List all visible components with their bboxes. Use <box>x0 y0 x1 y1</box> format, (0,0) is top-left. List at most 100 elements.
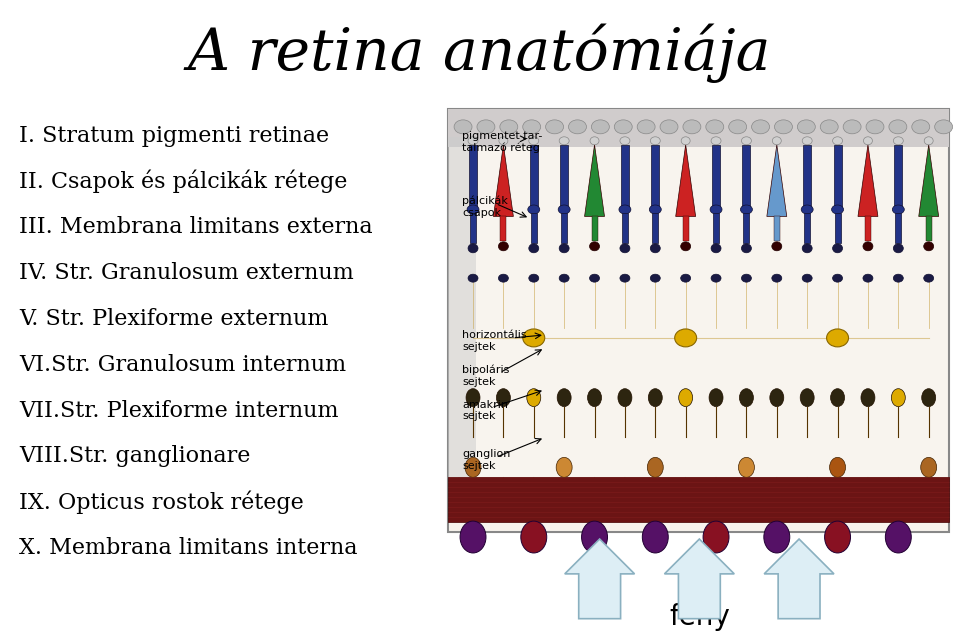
Ellipse shape <box>650 244 661 252</box>
Bar <box>530 214 537 244</box>
Ellipse shape <box>924 242 934 251</box>
Polygon shape <box>494 145 513 216</box>
Bar <box>895 145 902 209</box>
Ellipse shape <box>521 521 547 553</box>
Ellipse shape <box>528 274 539 282</box>
Ellipse shape <box>800 389 814 406</box>
Ellipse shape <box>465 457 481 477</box>
Ellipse shape <box>703 521 729 553</box>
Ellipse shape <box>477 120 495 134</box>
Ellipse shape <box>830 389 845 406</box>
Ellipse shape <box>528 137 539 145</box>
Ellipse shape <box>772 274 782 282</box>
Text: IX. Opticus rostok rétege: IX. Opticus rostok rétege <box>19 490 304 514</box>
Ellipse shape <box>558 205 571 214</box>
Polygon shape <box>676 145 695 216</box>
Ellipse shape <box>460 521 486 553</box>
Bar <box>743 214 749 244</box>
Ellipse shape <box>588 389 601 406</box>
Ellipse shape <box>843 120 861 134</box>
Ellipse shape <box>528 244 539 252</box>
Ellipse shape <box>559 244 569 252</box>
Ellipse shape <box>711 244 721 252</box>
Ellipse shape <box>820 120 838 134</box>
Bar <box>448 477 948 522</box>
Ellipse shape <box>935 120 952 134</box>
Polygon shape <box>665 539 735 619</box>
Ellipse shape <box>832 137 843 145</box>
Ellipse shape <box>527 205 540 214</box>
Text: VI.Str. Granulosum internum: VI.Str. Granulosum internum <box>19 354 346 376</box>
Ellipse shape <box>468 274 478 282</box>
Ellipse shape <box>546 120 564 134</box>
Text: X. Membrana limitans interna: X. Membrana limitans interna <box>19 537 358 559</box>
Ellipse shape <box>497 389 510 406</box>
Ellipse shape <box>620 274 630 282</box>
Text: III. Membrana limitans externa: III. Membrana limitans externa <box>19 216 373 238</box>
Ellipse shape <box>681 274 690 282</box>
Ellipse shape <box>797 120 815 134</box>
Bar <box>458 477 939 517</box>
Text: horizontális
sejtek: horizontális sejtek <box>462 330 526 352</box>
Ellipse shape <box>559 137 569 145</box>
Ellipse shape <box>894 137 903 145</box>
Ellipse shape <box>891 389 905 406</box>
Ellipse shape <box>741 137 752 145</box>
Ellipse shape <box>590 274 599 282</box>
Ellipse shape <box>523 329 545 347</box>
Bar <box>713 145 720 209</box>
Ellipse shape <box>739 389 754 406</box>
Ellipse shape <box>889 120 907 134</box>
Ellipse shape <box>559 274 569 282</box>
Bar <box>805 214 810 244</box>
Ellipse shape <box>885 521 911 553</box>
Text: II. Csapok és pálcikák rétege: II. Csapok és pálcikák rétege <box>19 170 348 193</box>
Ellipse shape <box>569 120 587 134</box>
Ellipse shape <box>825 521 851 553</box>
Ellipse shape <box>648 389 663 406</box>
Ellipse shape <box>709 389 723 406</box>
Bar <box>448 109 948 147</box>
Bar <box>448 137 476 477</box>
Ellipse shape <box>741 274 752 282</box>
Ellipse shape <box>557 389 572 406</box>
Ellipse shape <box>892 205 904 214</box>
Bar <box>833 145 842 209</box>
Ellipse shape <box>467 205 479 214</box>
Ellipse shape <box>523 120 541 134</box>
Ellipse shape <box>590 242 599 251</box>
Text: IV. Str. Granulosum externum: IV. Str. Granulosum externum <box>19 262 354 284</box>
Bar <box>529 145 538 209</box>
Bar <box>925 216 932 241</box>
Ellipse shape <box>831 205 844 214</box>
Ellipse shape <box>741 244 752 252</box>
Ellipse shape <box>466 389 480 406</box>
Ellipse shape <box>830 457 846 477</box>
Ellipse shape <box>618 389 632 406</box>
Text: A retina anatómiája: A retina anatómiája <box>188 24 771 83</box>
Ellipse shape <box>711 137 721 145</box>
Ellipse shape <box>660 120 678 134</box>
Ellipse shape <box>499 274 508 282</box>
Polygon shape <box>858 145 877 216</box>
Ellipse shape <box>643 521 668 553</box>
Bar <box>561 214 567 244</box>
Ellipse shape <box>683 120 701 134</box>
Bar <box>834 214 840 244</box>
Ellipse shape <box>740 205 753 214</box>
Bar <box>622 214 628 244</box>
Ellipse shape <box>710 205 722 214</box>
Ellipse shape <box>801 205 813 214</box>
Bar <box>448 109 948 532</box>
Ellipse shape <box>832 244 843 252</box>
Ellipse shape <box>770 389 784 406</box>
Ellipse shape <box>637 120 655 134</box>
Ellipse shape <box>499 242 508 251</box>
Bar <box>651 145 659 209</box>
Text: pálcikák
csapok: pálcikák csapok <box>462 195 508 218</box>
Ellipse shape <box>866 120 884 134</box>
Ellipse shape <box>802 137 812 145</box>
Ellipse shape <box>500 120 518 134</box>
Text: amakrin
sejtek: amakrin sejtek <box>462 399 508 421</box>
Bar <box>560 145 568 209</box>
